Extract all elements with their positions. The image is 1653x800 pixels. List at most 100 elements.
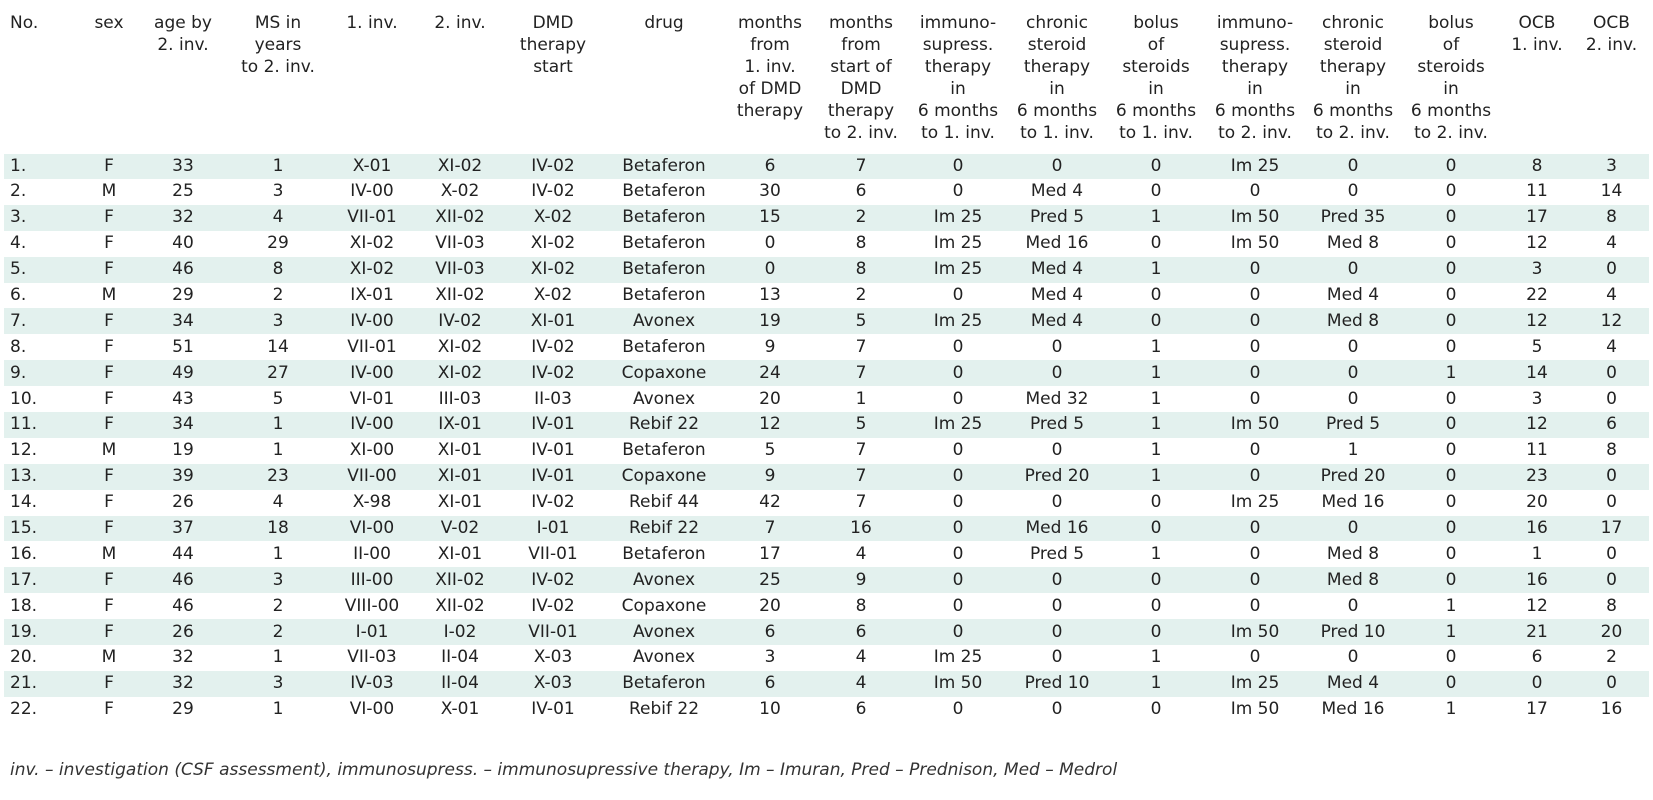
cell-months-from-inv1: 9 <box>726 463 814 490</box>
cell-months-from-inv1: 20 <box>759 388 781 409</box>
cell-ocb2: 0 <box>1606 543 1617 564</box>
cell-steroid-inv1: 0 <box>1051 336 1063 357</box>
cell-no: 15. <box>4 515 80 542</box>
cell-immuno-inv2: 0 <box>1249 181 1261 202</box>
header-line: 2. inv. <box>1585 35 1638 55</box>
header-line: 1. inv. <box>744 57 796 77</box>
cell-steroid-inv2: 0 <box>1347 647 1359 668</box>
header-line: therapy <box>1319 57 1387 77</box>
cell-immuno-inv1: 0 <box>952 543 964 564</box>
cell-steroid-inv2: 1 <box>1347 440 1359 461</box>
cell-bolus-inv1: 1 <box>1106 412 1206 438</box>
column-header-ocb2: OCB 2. inv. <box>1574 8 1649 152</box>
header-line: start <box>533 57 573 77</box>
cell-ocb1: 8 <box>1500 148 1574 179</box>
cell-no: 19. <box>4 619 80 646</box>
cell-bolus-inv2: 0 <box>1402 412 1500 438</box>
cell-dmd-start: IV-02 <box>504 148 602 179</box>
cell-months-from-inv1: 0 <box>764 233 776 254</box>
cell-ocb1: 20 <box>1526 492 1548 513</box>
cell-no: 14. <box>10 492 38 513</box>
header-line: age by <box>154 13 212 33</box>
cell-ocb1: 21 <box>1500 619 1574 646</box>
cell-steroid-inv2: 0 <box>1304 148 1402 179</box>
cell-immuno-inv2: 0 <box>1249 440 1261 461</box>
header-line: of DMD <box>738 79 802 99</box>
cell-inv1: VIII-00 <box>344 595 400 616</box>
cell-drug: Avonex <box>602 567 726 594</box>
cell-ms-years: 1 <box>228 148 328 179</box>
cell-sex: F <box>80 148 138 179</box>
cell-months-from-inv1: 9 <box>764 336 776 357</box>
header-line: to 2. inv. <box>1218 123 1292 143</box>
cell-months-from-start: 6 <box>855 181 867 202</box>
header-line: chronic <box>1322 13 1384 33</box>
cell-months-from-start: 6 <box>855 699 867 720</box>
cell-steroid-inv2: Med 8 <box>1304 308 1402 335</box>
cell-ocb1: 16 <box>1500 567 1574 594</box>
cell-no: 6. <box>10 285 27 305</box>
cell-ocb1: 22 <box>1526 285 1548 305</box>
cell-months-from-inv1: 6 <box>726 619 814 646</box>
cell-ocb2: 6 <box>1574 412 1649 438</box>
cell-no: 2. <box>10 181 27 202</box>
column-header-steroid-inv2: chronic steroid therapy in 6 months to 2. inv… <box>1304 8 1402 152</box>
cell-inv2: XI-02 <box>437 336 483 357</box>
table-header: No. sex age by 2. inv. MS in years to 2. inv. 1… <box>4 8 1649 152</box>
cell-steroid-inv1: 0 <box>1008 148 1106 179</box>
table-row: 8. F 51 14 VII-01 XI-02 IV-02 Betaferon 9 7 0 0 1 0 0 0… <box>4 334 1649 360</box>
cell-steroid-inv1: Med 4 <box>1030 285 1084 305</box>
cell-inv1: X-98 <box>352 492 392 513</box>
cell-bolus-inv1: 0 <box>1106 515 1206 542</box>
cell-age: 40 <box>172 233 194 254</box>
cell-inv2: X-02 <box>440 181 480 202</box>
header-line: 6 months <box>1016 101 1098 121</box>
cell-ocb1: 12 <box>1500 412 1574 438</box>
cell-inv1: IV-00 <box>328 412 416 438</box>
table-row: 19. F 26 2 I-01 I-02 VII-01 Avonex 6 6 0 0 0 Im 50 Pre… <box>4 619 1649 646</box>
table-row: 10. F 43 5 VI-01 III-03 II-03 Avonex 20 1 0 Med 32 1… <box>4 386 1649 412</box>
header-line: steroid <box>1027 35 1087 55</box>
cell-drug: Betaferon <box>602 670 726 697</box>
cell-months-from-inv1: 10 <box>759 699 781 720</box>
cell-months-from-inv1: 15 <box>726 204 814 231</box>
header-line: 6 months <box>1410 101 1492 121</box>
cell-months-from-start: 5 <box>814 412 908 438</box>
cell-sex: F <box>104 336 114 357</box>
column-header-inv2: 2. inv. <box>416 8 504 152</box>
table-row: 21. F 32 3 IV-03 II-04 X-03 Betaferon 6 4 Im 50 Pre… <box>4 670 1649 697</box>
cell-bolus-inv2: 0 <box>1445 285 1457 305</box>
cell-sex: F <box>80 619 138 646</box>
header-line: DMD <box>840 79 882 99</box>
cell-dmd-start: IV-02 <box>531 181 575 202</box>
cell-months-from-start: 8 <box>814 256 908 283</box>
cell-age: 32 <box>138 204 228 231</box>
column-header-drug: drug <box>602 8 726 152</box>
cell-steroid-inv2: 0 <box>1304 515 1402 542</box>
cell-immuno-inv2: 0 <box>1206 360 1304 387</box>
cell-immuno-inv2: 0 <box>1206 515 1304 542</box>
cell-ms-years: 1 <box>272 699 284 720</box>
cell-ocb2: 8 <box>1574 204 1649 231</box>
cell-ms-years: 2 <box>272 285 284 305</box>
cell-steroid-inv1: Pred 5 <box>1008 412 1106 438</box>
header-line: months <box>737 13 803 33</box>
cell-ms-years: 2 <box>228 619 328 646</box>
column-header-inv1: 1. inv. <box>328 8 416 152</box>
cell-sex: F <box>80 463 138 490</box>
cell-dmd-start: IV-02 <box>531 336 575 357</box>
header-line: 6 months <box>1214 101 1296 121</box>
cell-steroid-inv1: 0 <box>1008 360 1106 387</box>
cell-immuno-inv2: Im 25 <box>1206 670 1304 697</box>
cell-immuno-inv1: Im 25 <box>933 647 983 668</box>
header-line: to 2. inv. <box>1316 123 1390 143</box>
table-footnote: inv. – investigation (CSF assessment), i… <box>10 760 1118 780</box>
cell-age: 46 <box>138 567 228 594</box>
header-line: immuno- <box>1216 13 1294 33</box>
cell-bolus-inv1: 0 <box>1106 308 1206 335</box>
cell-ocb1: 1 <box>1531 543 1543 564</box>
cell-steroid-inv2: Pred 20 <box>1304 463 1402 490</box>
cell-ocb2: 0 <box>1574 567 1649 594</box>
cell-bolus-inv2: 0 <box>1445 492 1457 513</box>
cell-inv1: IV-00 <box>350 181 394 202</box>
